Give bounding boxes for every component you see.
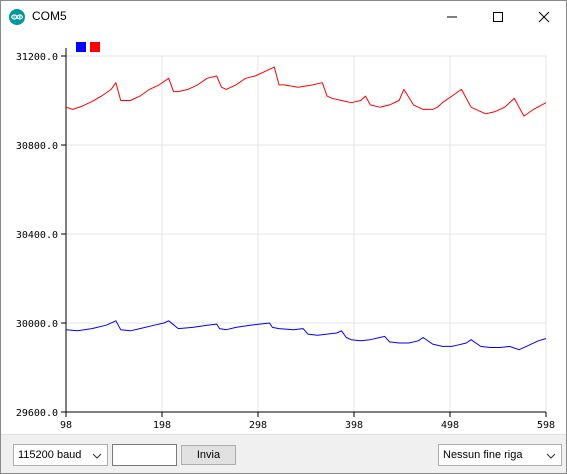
window-title: COM5 [32, 9, 67, 23]
close-button[interactable] [521, 1, 567, 32]
series-line-2 [65, 66, 547, 117]
y-tick-label: 31200.0 [16, 52, 58, 63]
line-ending-select[interactable]: Nessun fine riga [438, 444, 562, 466]
legend-swatch-2 [90, 42, 100, 52]
line-ending-value: Nessun fine riga [443, 449, 523, 461]
x-tick-label: 498 [441, 420, 459, 431]
maximize-button[interactable] [475, 1, 521, 32]
minimize-icon [447, 16, 457, 18]
y-tick-label: 30000.0 [16, 319, 58, 330]
arduino-logo-icon [9, 9, 25, 25]
chevron-down-icon [91, 445, 103, 465]
x-tick-label: 98 [60, 420, 72, 431]
close-icon [538, 11, 550, 23]
serial-plot-chart: 31200.0 30800.0 30400.0 30000.0 29600.098 198… [16, 42, 555, 431]
x-tick-label: 398 [345, 420, 363, 431]
y-tick-label: 29600.0 [16, 408, 58, 419]
bottom-toolbar: 115200 baud Invia Nessun fine riga [1, 434, 566, 473]
x-tick-label: 298 [249, 420, 267, 431]
send-button[interactable]: Invia [181, 445, 236, 465]
baud-rate-value: 115200 baud [18, 449, 82, 461]
y-tick-label: 30400.0 [16, 230, 58, 241]
legend-swatch-1 [76, 42, 86, 52]
baud-rate-select[interactable]: 115200 baud [13, 444, 108, 466]
send-message-input[interactable] [112, 444, 177, 466]
x-tick-label: 598 [537, 420, 555, 431]
y-tick-label: 30800.0 [16, 141, 58, 152]
plot-area: 31200.0 30800.0 30400.0 30000.0 29600.0 98 198… [1, 32, 566, 434]
minimize-button[interactable] [429, 1, 475, 32]
title-bar: COM5 [1, 1, 566, 32]
chevron-down-icon [545, 445, 557, 465]
series-line-1 [65, 320, 547, 351]
x-tick-label: 198 [153, 420, 171, 431]
maximize-icon [493, 12, 503, 22]
